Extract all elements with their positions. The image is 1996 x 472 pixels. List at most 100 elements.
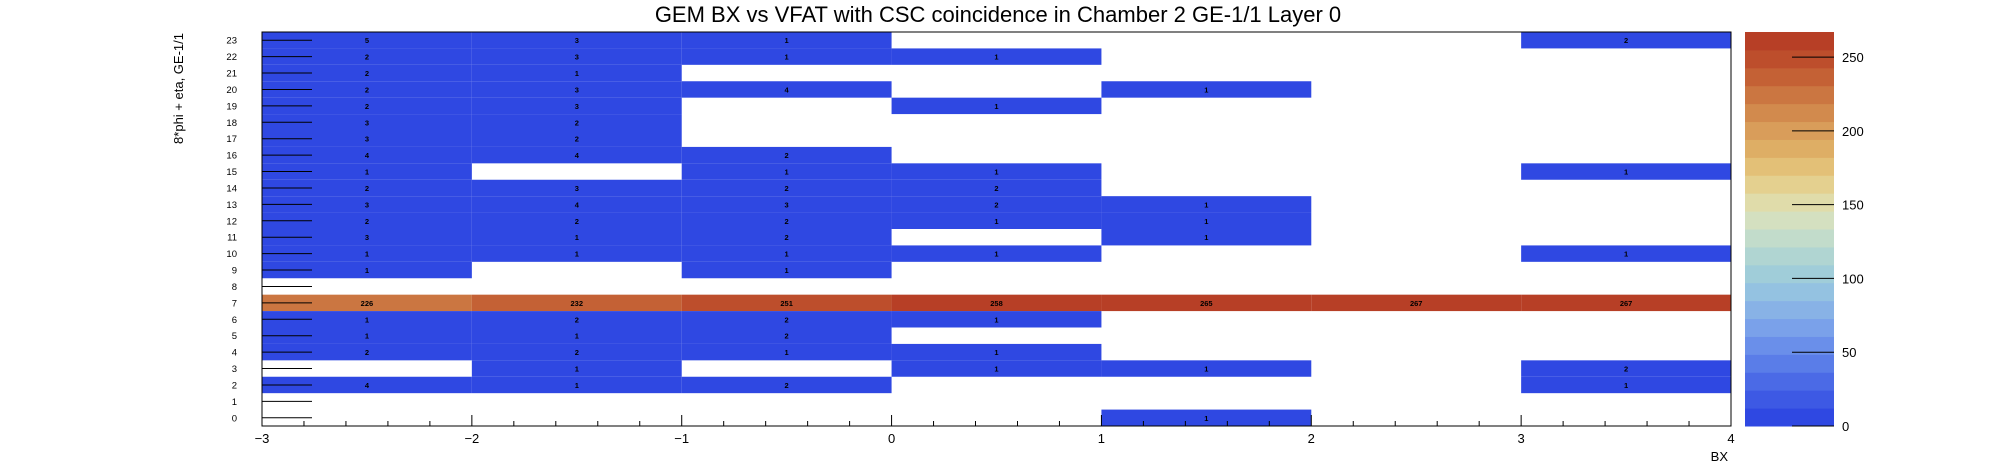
heatmap-cell: [262, 327, 472, 344]
cell-value-label: 2: [785, 217, 789, 226]
heatmap-cell: [891, 97, 1102, 115]
cell-layer: 5 3 1 22 3 1 12 12 3 4 12 3 13 23 24 4 21 1 1 12 3 2 23 4 3 2 12 2 2…: [262, 32, 1731, 426]
cell-value-label: 2: [575, 348, 579, 357]
heatmap-cell: [1101, 196, 1312, 213]
color-scale-bin: [1745, 139, 1834, 158]
cell-value-label: 1: [1204, 233, 1208, 242]
cell-value-label: 2: [785, 332, 789, 341]
cell-value-label: 2: [365, 348, 369, 357]
heatmap-cell: [681, 327, 892, 344]
cell-value-label: 5: [365, 36, 369, 45]
heatmap-cell: [262, 212, 472, 229]
cell-value-label: 1: [785, 168, 789, 177]
heatmap-cell: [891, 179, 1102, 197]
heatmap-cell: [1101, 409, 1312, 426]
x-tick-label: 1: [1098, 431, 1105, 446]
cell-value-label: 1: [575, 250, 579, 259]
heatmap-cell: [471, 48, 682, 65]
heatmap-cell: [891, 360, 1102, 377]
cell-value-label: 1: [1204, 217, 1208, 226]
cell-value-label: 1: [994, 102, 998, 111]
cell-value-label: 1: [575, 365, 579, 374]
heatmap-cell: [471, 212, 682, 229]
y-tick-label: 22: [226, 52, 237, 63]
heatmap-cell: [262, 179, 472, 197]
heatmap-cell: [471, 327, 682, 344]
cell-value-label: 4: [575, 151, 580, 160]
cell-value-label: 2: [994, 200, 998, 209]
cell-value-label: 1: [575, 233, 579, 242]
heatmap-cell: [1521, 360, 1731, 377]
heatmap-cell: [681, 212, 892, 229]
cell-value-label: 258: [990, 299, 1003, 308]
heatmap-cell: [262, 311, 472, 328]
heatmap-cell: [891, 245, 1102, 262]
cell-value-label: 3: [785, 200, 789, 209]
color-scale-bin: [1745, 103, 1834, 123]
cell-value-label: 2: [365, 69, 369, 78]
x-axis-label: BX: [1711, 449, 1729, 464]
color-scale-bin: [1745, 264, 1834, 284]
cell-value-label: 3: [575, 102, 579, 111]
cell-value-label: 3: [365, 118, 369, 127]
color-scale-bin: [1745, 229, 1834, 248]
heatmap-cell: [262, 163, 472, 180]
color-scale-bin: [1745, 121, 1834, 140]
color-scale-bin: [1745, 85, 1834, 105]
heatmap-cell: [681, 163, 892, 180]
heatmap-cell: [681, 261, 892, 279]
y-tick-label: 1: [232, 397, 237, 408]
cell-value-label: 1: [785, 36, 789, 45]
heatmap-cell: [891, 163, 1102, 180]
heatmap-cell: [471, 245, 682, 262]
cell-value-label: 267: [1620, 299, 1633, 308]
color-scale-label: 100: [1842, 271, 1864, 286]
plot-frame: [261, 31, 1732, 427]
heatmap-cell: [1311, 294, 1522, 312]
heatmap-cell: [891, 294, 1102, 312]
heatmap-cell: [262, 130, 472, 147]
heatmap-cell: [891, 196, 1102, 213]
cell-value-label: 2: [785, 184, 789, 193]
heatmap-cell: [471, 81, 682, 98]
heatmap-cell: [471, 114, 682, 131]
y-tick-label: 18: [226, 118, 237, 129]
heatmap-cell: [262, 114, 472, 131]
x-tick-label: 3: [1518, 431, 1525, 446]
color-scale-bin: [1745, 300, 1834, 320]
cell-value-label: 3: [365, 233, 369, 242]
cell-value-label: 2: [1624, 36, 1628, 45]
cell-value-label: 2: [365, 184, 369, 193]
heatmap-cell: [891, 311, 1102, 328]
cell-value-label: 1: [1624, 168, 1628, 177]
cell-value-label: 4: [365, 151, 370, 160]
color-scale-bin: [1745, 67, 1834, 87]
x-tick-label: 2: [1308, 431, 1315, 446]
cell-value-label: 2: [785, 151, 789, 160]
y-tick-label: 19: [226, 101, 237, 112]
cell-value-label: 1: [575, 69, 579, 78]
cell-value-label: 2: [994, 184, 998, 193]
color-scale: 0 50 100 150 200 250: [1745, 32, 1864, 434]
cell-value-label: 1: [575, 381, 579, 390]
cell-value-label: 1: [1204, 200, 1208, 209]
cell-value-label: 1: [365, 168, 369, 177]
color-scale-bin: [1745, 390, 1834, 409]
heatmap-cell: [471, 311, 682, 328]
heatmap-cell: [262, 261, 472, 279]
cell-value-label: 1: [1624, 381, 1628, 390]
cell-value-label: 1: [994, 168, 998, 177]
y-tick-label: 5: [232, 331, 237, 342]
x-axis: −3 −2 −1 0 1 2 3 4: [255, 415, 1735, 446]
cell-value-label: 3: [575, 184, 579, 193]
y-tick-label: 0: [232, 413, 237, 424]
heatmap-cell: [681, 343, 892, 361]
cell-value-label: 1: [575, 332, 579, 341]
chart-title: GEM BX vs VFAT with CSC coincidence in C…: [655, 2, 1341, 27]
cell-value-label: 2: [1624, 365, 1628, 374]
color-scale-bin: [1745, 282, 1834, 302]
axis-frame: [261, 31, 1732, 427]
color-scale-bin: [1745, 336, 1834, 355]
heatmap-cell: [262, 97, 472, 115]
